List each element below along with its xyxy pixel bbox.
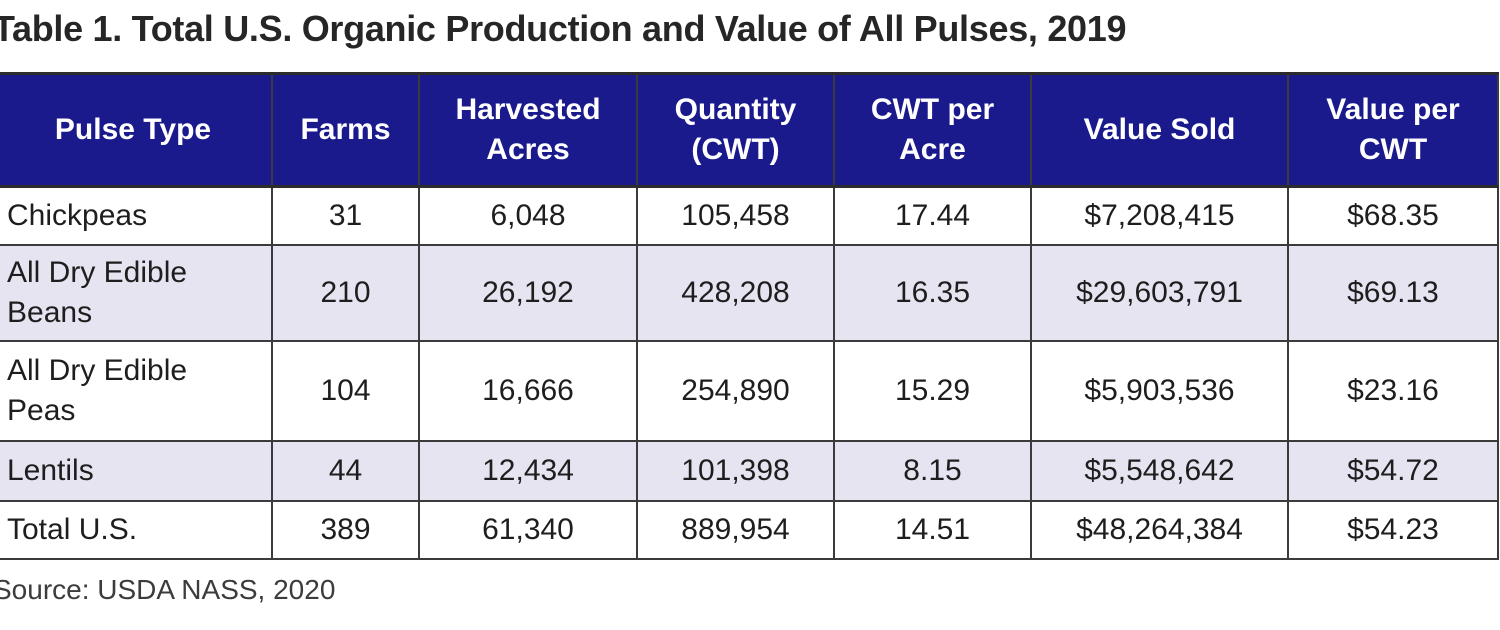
header-row: Pulse Type Farms Harvested Acres Quantit…	[0, 72, 1499, 188]
cell-value-sold: $5,548,642	[1030, 440, 1289, 502]
cell-farms: 210	[271, 244, 420, 342]
cell-farms: 44	[271, 440, 420, 502]
cell-pulse-type: Total U.S.	[0, 500, 273, 560]
column-header-value-per-cwt: Value per CWT	[1287, 72, 1499, 188]
table-row-lentils: Lentils 44 12,434 101,398 8.15 $5,548,64…	[0, 440, 1499, 502]
cell-cwt-per-acre: 17.44	[833, 185, 1032, 246]
cell-value-per-cwt: $54.23	[1287, 500, 1499, 560]
cell-value-sold: $5,903,536	[1030, 340, 1289, 442]
cell-cwt-per-acre: 8.15	[833, 440, 1032, 502]
cell-value-sold: $48,264,384	[1030, 500, 1289, 560]
cell-value-per-cwt: $23.16	[1287, 340, 1499, 442]
cell-pulse-type: Lentils	[0, 440, 273, 502]
column-header-pulse-type: Pulse Type	[0, 72, 273, 188]
cell-pulse-type: All Dry Edible Beans	[0, 244, 273, 342]
column-header-farms: Farms	[271, 72, 420, 188]
cell-farms: 31	[271, 185, 420, 246]
cell-cwt-per-acre: 15.29	[833, 340, 1032, 442]
cell-quantity-cwt: 105,458	[636, 185, 835, 246]
cell-harvested-acres: 6,048	[418, 185, 638, 246]
cell-pulse-type: Chickpeas	[0, 185, 273, 246]
table-header: Pulse Type Farms Harvested Acres Quantit…	[0, 72, 1499, 188]
cell-quantity-cwt: 101,398	[636, 440, 835, 502]
cell-farms: 389	[271, 500, 420, 560]
cell-value-per-cwt: $54.72	[1287, 440, 1499, 502]
cell-harvested-acres: 26,192	[418, 244, 638, 342]
column-header-harvested-acres: Harvested Acres	[418, 72, 638, 188]
column-header-quantity-cwt: Quantity (CWT)	[636, 72, 835, 188]
table-row-dry-edible-beans: All Dry Edible Beans 210 26,192 428,208 …	[0, 244, 1499, 342]
cell-value-sold: $29,603,791	[1030, 244, 1289, 342]
cell-quantity-cwt: 254,890	[636, 340, 835, 442]
pulses-table: Pulse Type Farms Harvested Acres Quantit…	[0, 72, 1499, 560]
cell-pulse-type: All Dry Edible Peas	[0, 340, 273, 442]
cell-value-per-cwt: $68.35	[1287, 185, 1499, 246]
column-header-cwt-per-acre: CWT per Acre	[833, 72, 1032, 188]
table-row-chickpeas: Chickpeas 31 6,048 105,458 17.44 $7,208,…	[0, 185, 1499, 246]
column-header-value-sold: Value Sold	[1030, 72, 1289, 188]
table-row-total-us: Total U.S. 389 61,340 889,954 14.51 $48,…	[0, 500, 1499, 560]
cell-value-per-cwt: $69.13	[1287, 244, 1499, 342]
cell-quantity-cwt: 889,954	[636, 500, 835, 560]
cell-value-sold: $7,208,415	[1030, 185, 1289, 246]
table-row-dry-edible-peas: All Dry Edible Peas 104 16,666 254,890 1…	[0, 340, 1499, 442]
cell-quantity-cwt: 428,208	[636, 244, 835, 342]
cell-harvested-acres: 16,666	[418, 340, 638, 442]
source-note: Source: USDA NASS, 2020	[0, 574, 336, 605]
cell-harvested-acres: 61,340	[418, 500, 638, 560]
cell-harvested-acres: 12,434	[418, 440, 638, 502]
cell-cwt-per-acre: 16.35	[833, 244, 1032, 342]
cell-cwt-per-acre: 14.51	[833, 500, 1032, 560]
table-title: Table 1. Total U.S. Organic Production a…	[0, 8, 1127, 49]
cell-farms: 104	[271, 340, 420, 442]
